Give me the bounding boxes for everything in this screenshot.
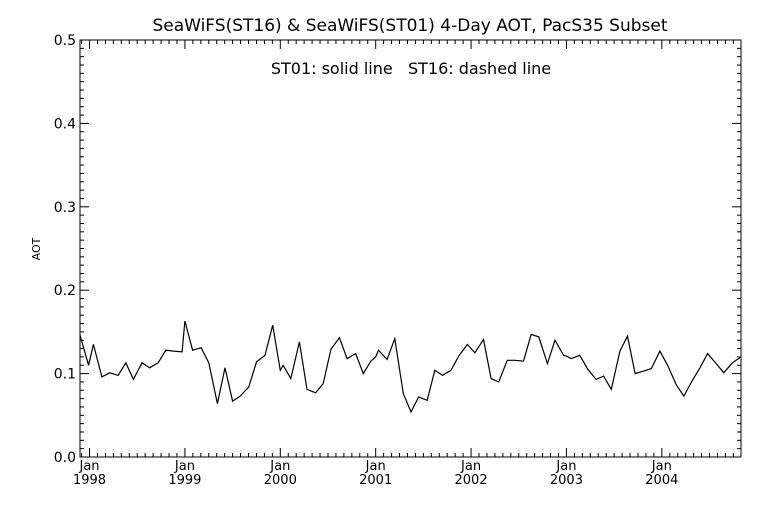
y-tick-label: 0.3	[54, 200, 76, 216]
x-tick-year: 2000	[264, 473, 297, 488]
x-tick-month: Jan	[651, 459, 672, 474]
series-line-st01	[79, 320, 742, 414]
y-tick-label: 0.5	[54, 33, 76, 49]
x-tick-year: 2002	[455, 473, 488, 488]
axis-ticks	[80, 39, 741, 458]
y-tick-label: 0.4	[54, 116, 76, 132]
series-layer	[79, 320, 742, 414]
x-tick-month: Jan	[269, 459, 290, 474]
x-tick-month: Jan	[79, 459, 100, 474]
x-tick-year: 2004	[645, 473, 678, 488]
x-tick-year: 1998	[73, 473, 106, 488]
y-tick-label: 0.0	[54, 450, 76, 466]
plot-frame	[79, 39, 742, 458]
y-tick-label: 0.1	[54, 367, 76, 383]
x-tick-month: Jan	[555, 459, 576, 474]
x-tick-year: 2003	[550, 473, 583, 488]
y-axis-label: AOT	[30, 237, 43, 260]
x-tick-month: Jan	[365, 459, 386, 474]
y-tick-label: 0.2	[54, 283, 76, 299]
legend-text: ST01: solid line ST16: dashed line	[271, 59, 551, 78]
x-tick-month: Jan	[460, 459, 481, 474]
x-tick-year: 1999	[168, 473, 201, 488]
x-tick-year: 2001	[359, 473, 392, 488]
chart-title: SeaWiFS(ST16) & SeaWiFS(ST01) 4-Day AOT,…	[152, 16, 667, 36]
x-tick-labels: Jan1998Jan1999Jan2000Jan2001Jan2002Jan20…	[73, 459, 678, 488]
y-tick-labels: 0.0 0.1 0.2 0.3 0.4 0.5	[54, 33, 76, 466]
x-tick-month: Jan	[174, 459, 195, 474]
